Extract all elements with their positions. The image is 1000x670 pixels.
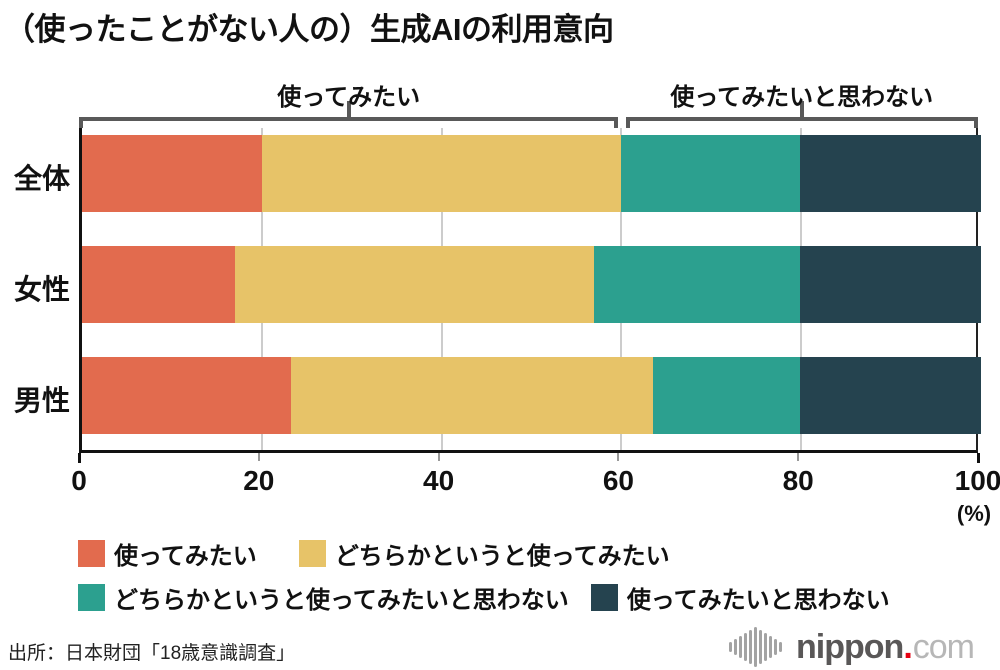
soundwave-bars-icon xyxy=(729,626,784,668)
bar-segment xyxy=(621,135,801,212)
legend-row: 使ってみたい どちらかというと使ってみたい xyxy=(78,536,890,571)
bar-segment xyxy=(82,135,262,212)
category-label: 全体 xyxy=(13,162,70,194)
bar-segment xyxy=(594,246,801,323)
logo-text-com: com xyxy=(912,627,975,666)
legend-swatch-want xyxy=(78,540,105,567)
legend-label: 使ってみたい xyxy=(114,543,257,570)
source-text: 出所：日本財団「18歳意識調査」 xyxy=(8,643,296,664)
bar-segment xyxy=(291,357,653,434)
axis-unit-label: (%) xyxy=(956,501,992,526)
x-tick-label: 0 xyxy=(71,465,87,496)
bracket: 使ってみたい xyxy=(79,84,619,130)
legend-label: どちらかというと使ってみたいと思わない xyxy=(114,587,569,614)
logo-text-nippon: nippon xyxy=(796,627,904,666)
legend-swatch-somewhat-notwant xyxy=(78,584,105,611)
bracket: 使ってみたいと思わない xyxy=(625,84,978,130)
legend-item-somewhat-want: どちらかというと使ってみたい xyxy=(298,536,670,571)
bracket-label: 使ってみたいと思わない xyxy=(670,84,934,111)
bracket-tick xyxy=(346,101,351,121)
legend-item-somewhat-notwant: どちらかというと使ってみたいと思わない xyxy=(78,580,569,615)
bar-segment xyxy=(800,357,981,434)
x-tick-label: 100 xyxy=(954,465,1000,496)
axis-tick xyxy=(437,453,440,461)
legend-swatch-somewhat-want xyxy=(298,540,326,567)
x-tick-label: 40 xyxy=(423,465,455,496)
bar-segment xyxy=(82,246,235,323)
category-label: 男性 xyxy=(13,384,70,416)
logo-dot: . xyxy=(903,627,913,666)
plot-area xyxy=(79,128,981,453)
axis-tick xyxy=(977,453,980,463)
category-label: 女性 xyxy=(13,273,70,305)
legend-label: 使ってみたいと思わない xyxy=(626,587,890,614)
bracket-tick xyxy=(799,101,804,121)
bar-segment xyxy=(652,357,801,434)
axis-tick xyxy=(78,453,81,463)
x-tick-label: 80 xyxy=(782,465,814,496)
axis-tick xyxy=(257,453,260,461)
bar-segment xyxy=(800,246,981,323)
bar-segment xyxy=(234,246,595,323)
legend: 使ってみたい どちらかというと使ってみたい どちらかというと使ってみたいと思わな… xyxy=(78,536,890,624)
legend-item-want: 使ってみたい xyxy=(78,536,257,571)
bar-segment xyxy=(800,135,981,212)
nippon-logo: nippon . com xyxy=(729,626,975,668)
legend-swatch-notwant xyxy=(590,584,618,611)
axis-tick xyxy=(617,453,620,461)
legend-item-notwant: 使ってみたいと思わない xyxy=(590,580,890,615)
bar-segment xyxy=(261,135,622,212)
x-tick-label: 60 xyxy=(602,465,634,496)
bar-segment xyxy=(82,357,292,434)
chart-title: （使ったことがない人の）生成AIの利用意向 xyxy=(4,12,614,47)
bracket-label: 使ってみたい xyxy=(277,84,421,111)
x-tick-label: 20 xyxy=(243,465,275,496)
legend-label: どちらかというと使ってみたい xyxy=(334,543,670,570)
axis-tick xyxy=(797,453,800,461)
legend-row: どちらかというと使ってみたいと思わない 使ってみたいと思わない xyxy=(78,580,890,615)
